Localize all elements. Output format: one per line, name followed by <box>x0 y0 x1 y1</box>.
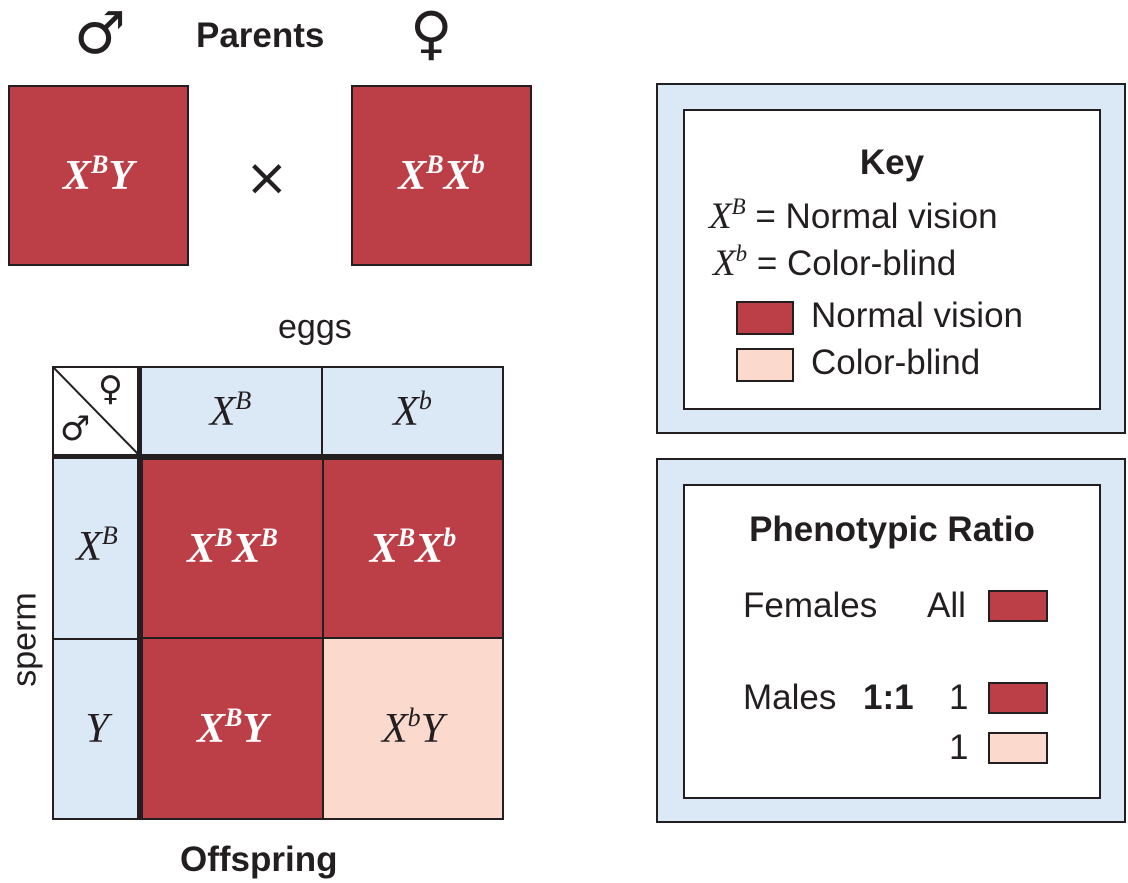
eggs-label: eggs <box>278 308 352 346</box>
punnett-corner-cell: ♀ ♂ <box>52 366 140 456</box>
key-panel: Key XB = Normal vision Xb = Color-blind … <box>656 83 1126 434</box>
ratio-males-ratio: 1:1 <box>863 678 914 717</box>
ratio-males-colorblind-count: 1 <box>949 728 969 767</box>
offspring-XBXb-text: XBXb <box>369 522 457 572</box>
key-equals-1: = <box>755 197 776 236</box>
ratio-title: Phenotypic Ratio <box>749 510 1035 549</box>
offspring-cell-XbY: XbY <box>322 637 504 820</box>
col-header-Xb-text: Xb <box>393 385 432 435</box>
male-parent-genotype: XBY <box>62 149 135 199</box>
female-parent-genotype: XBXb <box>398 149 485 199</box>
row-header-XB-text: XB <box>76 520 118 570</box>
offspring-title: Offspring <box>180 840 338 879</box>
key-swatch-normal <box>736 301 794 335</box>
key-allele-Xb: Xb <box>713 240 748 284</box>
offspring-XBXB-text: XBXB <box>187 522 278 572</box>
col-header-XB: XB <box>140 366 323 456</box>
male-symbol: ♂ <box>74 0 126 67</box>
key-panel-inner: Key XB = Normal vision Xb = Color-blind … <box>683 109 1101 410</box>
ratio-panel-inner: Phenotypic Ratio Females All Males 1:1 1… <box>683 484 1101 799</box>
key-color-normal-label: Normal vision <box>811 296 1023 335</box>
key-equals-2: = <box>756 244 778 283</box>
offspring-XbY-text: XbY <box>381 702 445 752</box>
male-parent-box: XBY <box>8 85 189 266</box>
row-header-XB: XB <box>52 456 140 638</box>
header-separator-horizontal <box>52 454 504 459</box>
key-allele-XB: XB <box>709 193 746 237</box>
key-color-colorblind-label: Color-blind <box>811 343 981 382</box>
row-header-Y-text: Y <box>85 706 109 752</box>
parents-title: Parents <box>196 16 325 55</box>
key-allele-XB-meaning: Normal vision <box>785 197 998 236</box>
ratio-males-normal-swatch <box>988 682 1048 714</box>
female-symbol: ♀ <box>410 0 453 67</box>
key-allele-row-Xb: Xb = Color-blind <box>713 242 956 285</box>
corner-male-symbol: ♂ <box>60 409 91 449</box>
offspring-XBY-text: XBY <box>196 702 269 752</box>
key-allele-Xb-meaning: Color-blind <box>787 244 957 283</box>
ratio-panel: Phenotypic Ratio Females All Males 1:1 1… <box>656 458 1126 823</box>
header-separator-vertical <box>137 366 142 820</box>
col-header-XB-text: XB <box>209 385 252 435</box>
sperm-label: sperm <box>5 592 44 687</box>
key-allele-row-XB: XB = Normal vision <box>709 195 998 238</box>
ratio-females-value: All <box>927 586 966 625</box>
offspring-cell-XBXB: XBXB <box>141 458 324 639</box>
offspring-cell-XBY: XBY <box>141 637 324 820</box>
corner-female-symbol: ♀ <box>98 369 123 409</box>
ratio-males-label: Males <box>743 678 837 717</box>
female-parent-box: XBXb <box>351 85 532 266</box>
key-swatch-colorblind <box>736 348 794 382</box>
cross-symbol: × <box>245 148 289 208</box>
corner-diagonal <box>53 367 139 455</box>
ratio-males-colorblind-swatch <box>988 732 1048 764</box>
offspring-cell-XBXb: XBXb <box>322 458 504 639</box>
key-title: Key <box>859 143 925 182</box>
row-header-Y: Y <box>52 638 140 820</box>
ratio-males-normal-count: 1 <box>949 678 969 717</box>
ratio-females-label: Females <box>743 586 878 625</box>
ratio-females-swatch <box>988 590 1048 622</box>
col-header-Xb: Xb <box>323 366 504 456</box>
